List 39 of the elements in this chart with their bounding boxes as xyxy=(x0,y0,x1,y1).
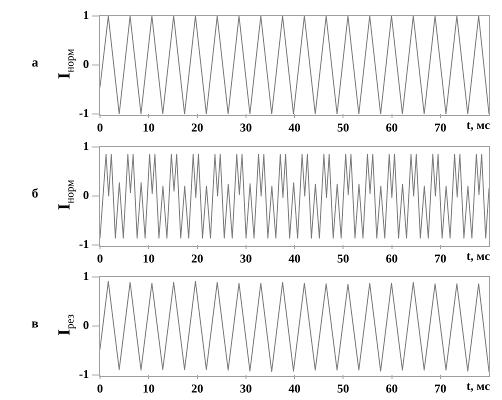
x-tick-label: 40 xyxy=(288,120,300,134)
x-tick-label: 30 xyxy=(240,381,252,396)
text: а xyxy=(32,54,38,70)
x-tick-label: 20 xyxy=(191,251,204,266)
x-tick-label: 70 xyxy=(434,251,446,266)
y-tick-label: -1 xyxy=(79,237,89,252)
y-tick-label: -1 xyxy=(79,367,89,382)
x-tick-label: 70 xyxy=(434,381,446,396)
x-tick-label: 50 xyxy=(337,251,350,266)
y-tick-label: 0 xyxy=(83,318,89,332)
x-tick-label: 10 xyxy=(142,381,155,396)
x-tick-label: 40 xyxy=(288,381,300,396)
x-tick-label: 40 xyxy=(288,251,300,266)
text: в xyxy=(31,316,39,330)
y-tick-label: -1 xyxy=(79,106,89,120)
x-tick-label: 0 xyxy=(97,251,103,266)
x-tick-label: 60 xyxy=(386,120,398,134)
x-axis-title: t, мс xyxy=(466,249,490,263)
x-tick-label: 20 xyxy=(191,381,204,396)
x-axis-title: t, мс xyxy=(466,379,490,393)
y-tick-label: 0 xyxy=(83,188,89,202)
x-tick-label: 0 xyxy=(97,120,103,134)
x-tick-label: 10 xyxy=(142,120,155,134)
y-tick-label: 1 xyxy=(83,269,89,284)
x-tick-label: 50 xyxy=(337,120,350,134)
x-tick-label: 30 xyxy=(240,251,252,266)
y-tick-label: 1 xyxy=(83,8,89,22)
x-tick-label: 60 xyxy=(386,381,398,396)
x-tick-label: 10 xyxy=(142,251,155,266)
x-tick-label: 70 xyxy=(434,120,446,134)
x-tick-label: 0 xyxy=(97,381,103,396)
x-tick-label: 50 xyxy=(337,381,350,396)
x-tick-label: 30 xyxy=(240,120,252,134)
x-tick-label: 60 xyxy=(386,251,398,266)
x-axis-title: t, мс xyxy=(466,118,490,132)
y-tick-label: 1 xyxy=(83,139,89,154)
x-tick-label: 20 xyxy=(191,120,204,134)
text: б xyxy=(32,186,38,200)
y-tick-label: 0 xyxy=(83,57,89,72)
